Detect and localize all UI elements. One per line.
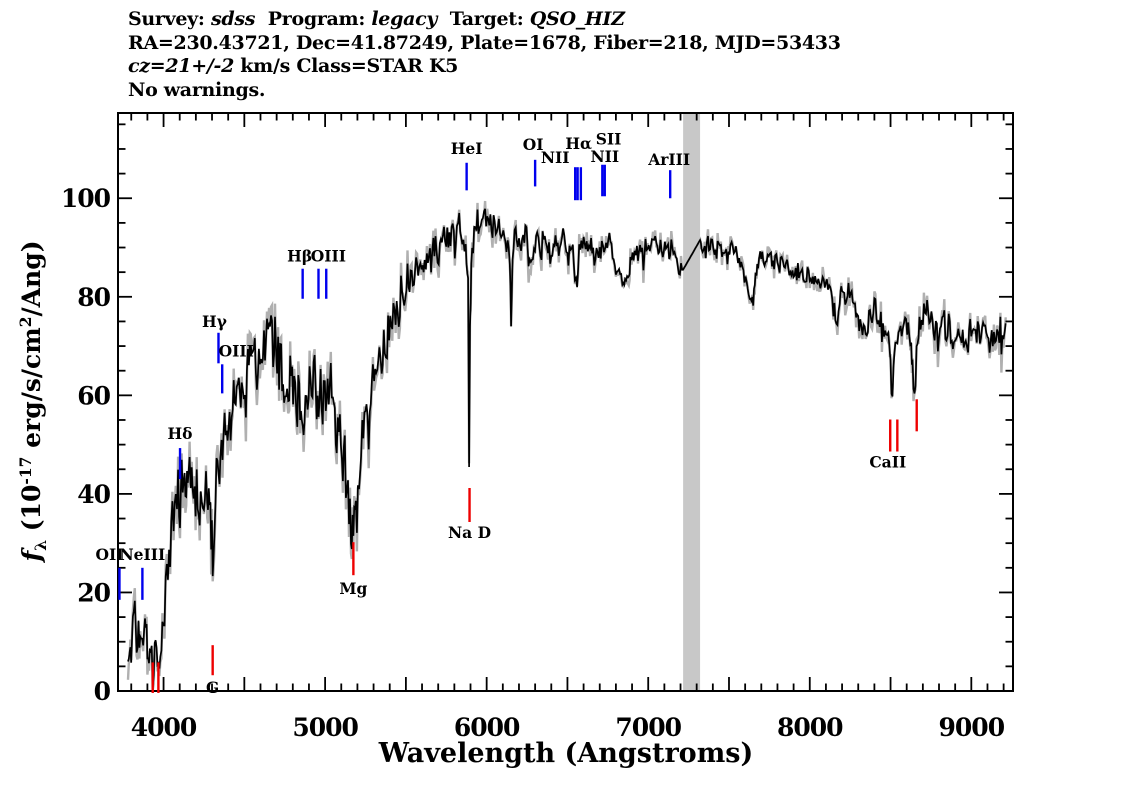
absorption-line-label: CaII (869, 453, 906, 472)
error-band-trace (126, 200, 1007, 691)
emission-line-label: NII (541, 148, 570, 167)
spectrum-header: Survey: sdss Program: legacy Target: QSO… (128, 8, 841, 102)
header-line-3: cz=21+/-2 km/s Class=STAR K5 (128, 55, 459, 77)
y-tick-label: 40 (77, 480, 110, 509)
absorption-line-label: G (206, 678, 219, 697)
emission-line-label: Hγ (202, 312, 228, 331)
emission-line-label: SII (596, 130, 622, 149)
x-tick-label: 4000 (131, 713, 197, 742)
emission-line-label: OIII (311, 247, 346, 266)
x-tick-label: 7000 (615, 713, 681, 742)
emission-line-label: NII (591, 147, 620, 166)
x-tick-label: 6000 (454, 713, 520, 742)
header-line-2: RA=230.43721, Dec=41.87249, Plate=1678, … (128, 31, 841, 54)
y-tick-label: 80 (77, 283, 110, 312)
absorption-line-label: Mg (339, 579, 367, 598)
absorption-line-label: Na D (448, 523, 491, 542)
tick-label-layer: 4000 5000 6000 7000 8000 9000 0 20 40 60 80 100 (61, 184, 1006, 742)
x-tick-label: 8000 (777, 713, 843, 742)
y-tick-label: 100 (61, 184, 111, 213)
emission-line-label: Hδ (168, 424, 193, 443)
y-tick-label: 20 (77, 578, 110, 607)
x-tick-label: 9000 (939, 713, 1005, 742)
emission-line-label: Hβ (287, 247, 312, 266)
masked-region-layer (683, 114, 701, 690)
emission-line-label: OII (95, 545, 123, 564)
emission-line-label: OIII (219, 341, 254, 360)
y-tick-label: 60 (77, 381, 110, 410)
emission-line-label: Hα (565, 134, 592, 153)
y-tick-label: 0 (94, 677, 111, 706)
header-line-4: No warnings. (128, 78, 266, 101)
emission-line-label: HeI (451, 139, 483, 158)
plot-border (117, 112, 1014, 692)
axes-layer (117, 112, 1014, 692)
emission-line-label: OI (523, 135, 544, 154)
emission-line-label: NeIII (120, 545, 166, 564)
x-tick-label: 5000 (292, 713, 358, 742)
emission-line-label: ArIII (647, 150, 690, 169)
x-axis-title: Wavelength (Angstroms) (378, 738, 753, 769)
header-line-1: Survey: sdss Program: legacy Target: QSO… (128, 8, 625, 30)
spectrum-trace (127, 208, 1007, 688)
spectrum-layer (126, 200, 1007, 691)
y-axis-title: fλ (10-17 erg/s/cm2/Ang) (15, 240, 51, 562)
masked-region (683, 114, 701, 690)
